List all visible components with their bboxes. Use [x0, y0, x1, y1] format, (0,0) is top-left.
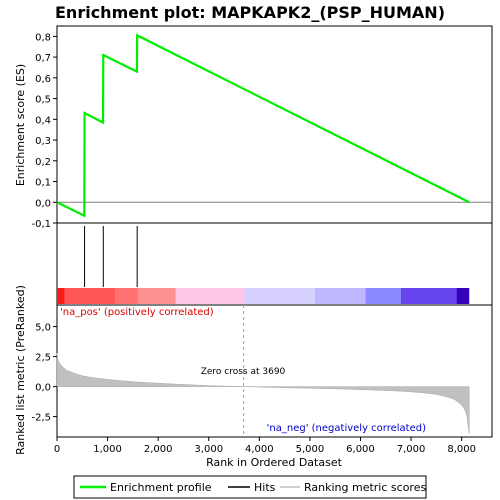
colorbar-segment: [137, 288, 176, 304]
es-y-axis: 0,8 0,7 0,6 0,5 0,4 0,3 0,2 0,1 0,0 -0,1: [31, 32, 57, 230]
colorbar-segment: [175, 288, 245, 304]
es-y-tick-label: 0,1: [35, 178, 51, 189]
legend: Enrichment profile Hits Ranking metric s…: [73, 475, 427, 499]
negative-correlation-label: 'na_neg' (negatively correlated): [267, 423, 426, 434]
zero-cross-label: Zero cross at 3690: [201, 367, 286, 377]
x-tick-label: 0: [54, 444, 60, 455]
es-y-axis-label: Enrichment score (ES): [14, 64, 27, 186]
es-y-tick-label: 0,3: [35, 136, 51, 147]
positive-correlation-label: 'na_pos' (positively correlated): [60, 307, 214, 318]
colorbar-segment: [64, 288, 116, 304]
es-y-tick-label: 0,8: [35, 32, 51, 43]
x-axis-label: Rank in Ordered Dataset: [206, 456, 343, 469]
x-tick-label: 6,000: [346, 444, 375, 455]
x-axis: 0 1,000 2,000 3,000 4,000 5,000 6,000 7,000 8,00…: [54, 437, 476, 455]
es-panel-frame: [56, 25, 493, 224]
es-y-tick-label: 0,6: [35, 74, 51, 85]
metric-y-tick-label: 2,5: [35, 353, 51, 364]
es-y-tick-label: 0,0: [35, 198, 51, 209]
legend-hits-label: Hits: [254, 481, 276, 494]
metric-y-axis: 5,0 2,5 0,0 -2,5: [31, 323, 57, 424]
colorbar-segment: [314, 288, 366, 304]
ranking-metric-area: [56, 352, 470, 435]
metric-y-axis-label: Ranked list metric (PreRanked): [14, 285, 27, 455]
es-y-tick-label: 0,5: [35, 95, 51, 106]
enrichment-profile-line: [56, 33, 470, 218]
colorbar-segment: [244, 288, 315, 304]
es-y-tick-label: 0,4: [35, 115, 51, 126]
x-tick-label: 3,000: [194, 444, 223, 455]
x-tick-label: 2,000: [144, 444, 173, 455]
x-tick-label: 7,000: [397, 444, 426, 455]
metric-y-tick-label: 5,0: [35, 323, 51, 334]
legend-metric-label: Ranking metric scores: [304, 481, 426, 494]
chart-title: Enrichment plot: MAPKAPK2_(PSP_HUMAN): [55, 3, 445, 22]
x-tick-label: 8,000: [447, 444, 476, 455]
x-tick-label: 4,000: [245, 444, 274, 455]
es-y-tick-label: 0,2: [35, 157, 51, 168]
es-y-tick-label: -0,1: [31, 219, 51, 230]
colorbar-segment: [57, 288, 65, 304]
es-y-tick-label: 0,7: [35, 53, 51, 64]
metric-y-tick-label: -2,5: [31, 413, 51, 424]
hits-markers: [84, 226, 138, 287]
colorbar-segment: [400, 288, 457, 304]
colorbar-segment: [456, 288, 470, 304]
colorbar-segment: [365, 288, 401, 304]
colorbar-segment: [115, 288, 138, 304]
rank-colorbar: [57, 288, 470, 304]
x-tick-label: 1,000: [93, 444, 122, 455]
legend-profile-label: Enrichment profile: [110, 481, 212, 494]
metric-y-tick-label: 0,0: [35, 383, 51, 394]
x-tick-label: 5,000: [296, 444, 325, 455]
